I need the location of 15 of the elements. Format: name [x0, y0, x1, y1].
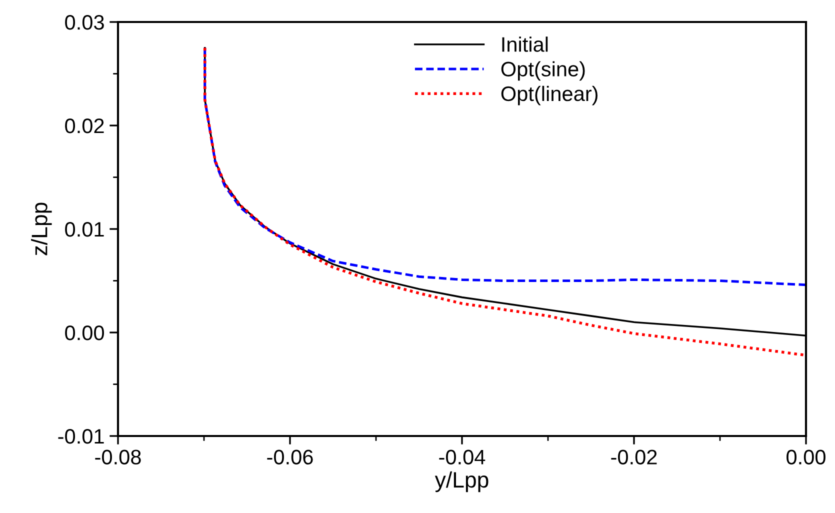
x-tick-label: -0.04 — [439, 450, 486, 464]
y-axis-title: z/Lpp — [31, 202, 52, 256]
legend-label: Opt(sine) — [501, 61, 585, 81]
x-tick-label: -0.08 — [95, 450, 141, 464]
x-tick-label: -0.02 — [611, 450, 657, 464]
x-tick-label: 0.00 — [786, 450, 826, 464]
y-tick-label: 0.01 — [65, 222, 104, 237]
y-tick-label: -0.01 — [58, 429, 104, 444]
x-axis-title: y/Lpp — [434, 471, 488, 492]
legend-label: Initial — [502, 36, 548, 52]
x-tick-label: -0.06 — [267, 450, 313, 464]
y-tick-label: 0.02 — [65, 118, 104, 134]
y-tick-label: 0.00 — [65, 326, 104, 340]
legend-label: Opt(linear) — [501, 86, 598, 106]
y-tick-label: 0.03 — [65, 15, 104, 30]
